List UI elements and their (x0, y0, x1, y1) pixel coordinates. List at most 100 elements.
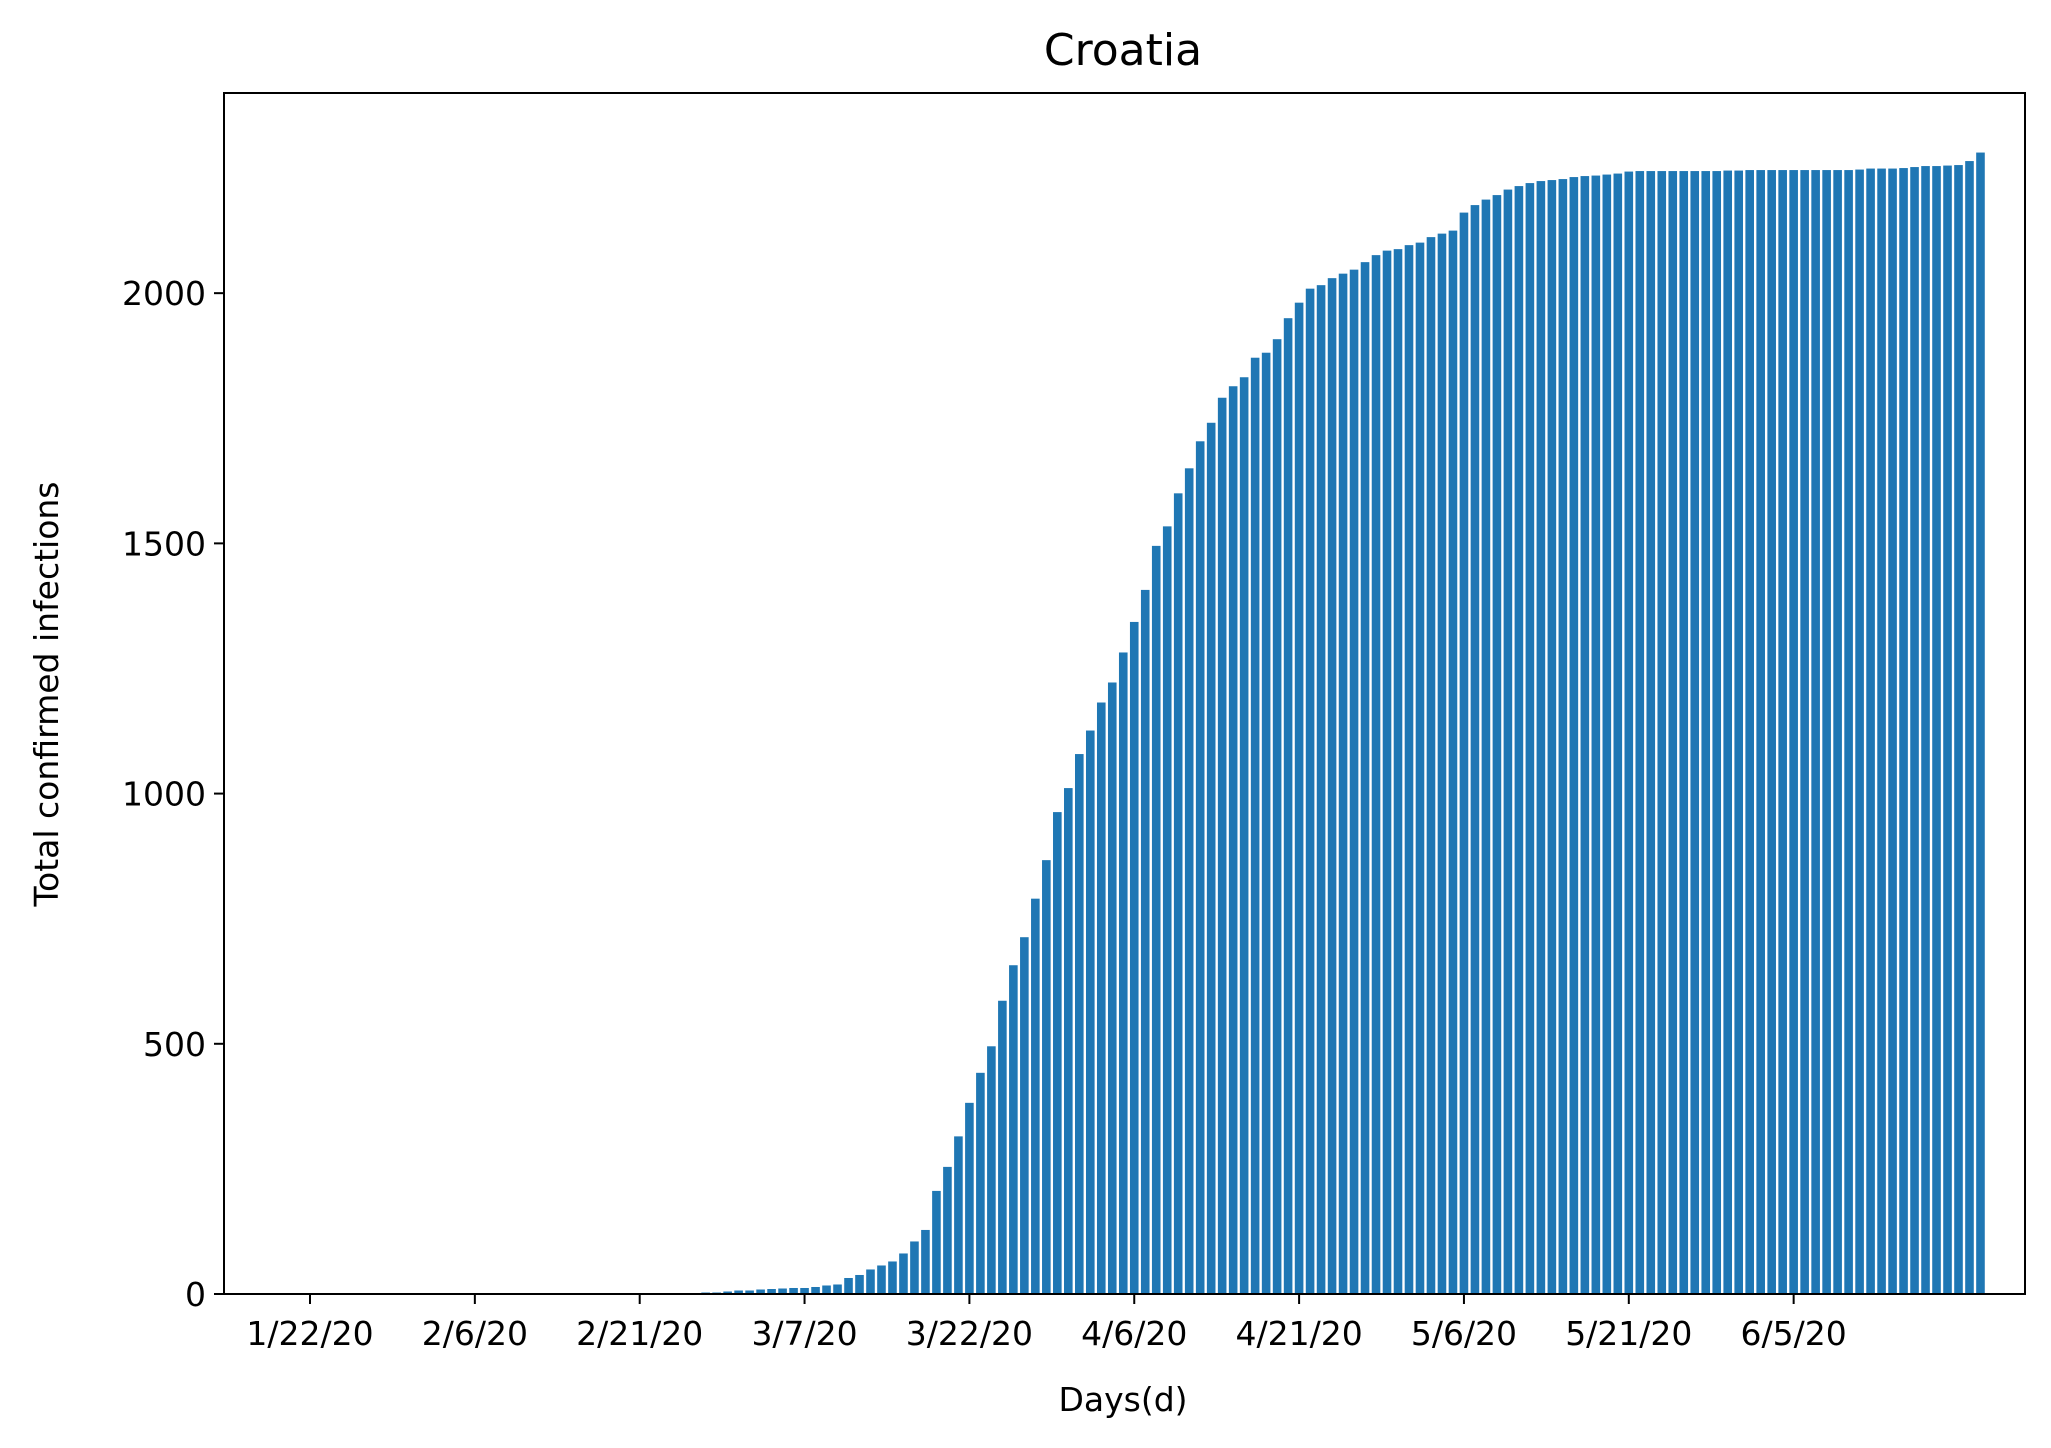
x-tick-label: 2/21/20 (576, 1314, 703, 1353)
bar (844, 1277, 853, 1294)
bar (1558, 179, 1568, 1294)
bar (1833, 170, 1842, 1294)
bar (1657, 171, 1667, 1294)
x-tick-label: 4/6/20 (1081, 1314, 1187, 1353)
chart-title: Croatia (1044, 25, 1202, 76)
bar (1800, 170, 1809, 1294)
bar (1624, 171, 1634, 1294)
bar (1723, 170, 1733, 1294)
bar (1107, 682, 1117, 1294)
bar (888, 1261, 897, 1294)
bar (1096, 702, 1106, 1294)
bar (1943, 165, 1952, 1294)
bar (1866, 168, 1875, 1294)
plot-frame (223, 92, 2026, 1295)
bar (1195, 441, 1205, 1294)
bar (1064, 788, 1073, 1294)
bar (1855, 169, 1864, 1294)
bar (1965, 161, 1974, 1294)
y-axis-label: Total confirmed infections (27, 481, 66, 907)
bar (1184, 468, 1194, 1294)
bar (855, 1274, 864, 1294)
bar (1393, 249, 1403, 1294)
bar (1734, 170, 1743, 1294)
bar (1053, 812, 1062, 1294)
bar (866, 1269, 875, 1294)
bar (1294, 302, 1304, 1294)
bar (1305, 288, 1315, 1294)
bar (976, 1072, 985, 1294)
bar (1877, 168, 1886, 1294)
bar (932, 1190, 941, 1294)
bar (1118, 652, 1128, 1294)
bars-group (690, 152, 1985, 1295)
bar (943, 1166, 952, 1294)
bar (1569, 177, 1579, 1294)
bar (1173, 493, 1183, 1295)
bar (1756, 170, 1765, 1294)
bar (1668, 171, 1678, 1294)
bar (1525, 183, 1535, 1295)
bar (921, 1229, 930, 1294)
bar (1448, 230, 1458, 1295)
x-tick-label: 5/6/20 (1411, 1314, 1517, 1353)
bar (745, 1290, 754, 1294)
bar (756, 1289, 765, 1294)
bar (1899, 168, 1908, 1294)
bar (1701, 171, 1711, 1294)
bar (1514, 186, 1524, 1295)
bar (833, 1284, 842, 1294)
bar (1239, 377, 1249, 1294)
bar (899, 1253, 908, 1294)
bar (965, 1102, 974, 1294)
bar (1360, 262, 1370, 1294)
bar (1811, 170, 1820, 1294)
bar (954, 1136, 963, 1294)
bar (1151, 545, 1161, 1294)
x-tick-label: 5/21/20 (1565, 1314, 1692, 1353)
bar (1283, 318, 1293, 1294)
bar (1382, 250, 1392, 1294)
bar (1404, 245, 1414, 1294)
bar (1932, 166, 1941, 1294)
bar (1767, 170, 1776, 1294)
bar (1921, 166, 1930, 1294)
bar (734, 1290, 743, 1294)
x-tick-label: 4/21/20 (1235, 1314, 1362, 1353)
bar (1426, 237, 1436, 1294)
x-tick-label: 3/7/20 (751, 1314, 857, 1353)
bar (1690, 171, 1700, 1294)
bar (1613, 173, 1623, 1294)
bar (998, 1000, 1007, 1294)
bar (1349, 269, 1359, 1294)
bar (1415, 242, 1425, 1294)
bar (1272, 339, 1282, 1294)
bar (1228, 386, 1238, 1294)
bar (723, 1291, 732, 1294)
bar (1140, 589, 1150, 1294)
bar (1470, 205, 1480, 1295)
y-axis-ticks: 0 500 1000 1500 2000 (122, 274, 224, 1314)
bar (1591, 175, 1601, 1294)
bar (1789, 170, 1798, 1294)
bar (1437, 233, 1447, 1294)
bar (1954, 165, 1963, 1294)
bar (1492, 195, 1502, 1295)
bar (1316, 285, 1326, 1294)
bar (1009, 965, 1018, 1294)
bar (1635, 171, 1645, 1294)
bar (1580, 176, 1590, 1294)
bar (910, 1241, 919, 1294)
bar (789, 1287, 798, 1294)
bar (1822, 170, 1831, 1294)
bar (1327, 278, 1337, 1294)
x-axis-ticks: 1/22/20 2/6/20 2/21/20 3/7/20 3/22/20 4/6/20 4… (246, 1294, 1847, 1353)
bar (1888, 168, 1897, 1294)
x-axis-label: Days(d) (1058, 1380, 1187, 1419)
bar (778, 1288, 787, 1294)
y-tick-label: 1500 (122, 524, 206, 563)
bar (1217, 397, 1227, 1294)
bar (877, 1265, 886, 1294)
y-tick-label: 1000 (122, 775, 206, 814)
